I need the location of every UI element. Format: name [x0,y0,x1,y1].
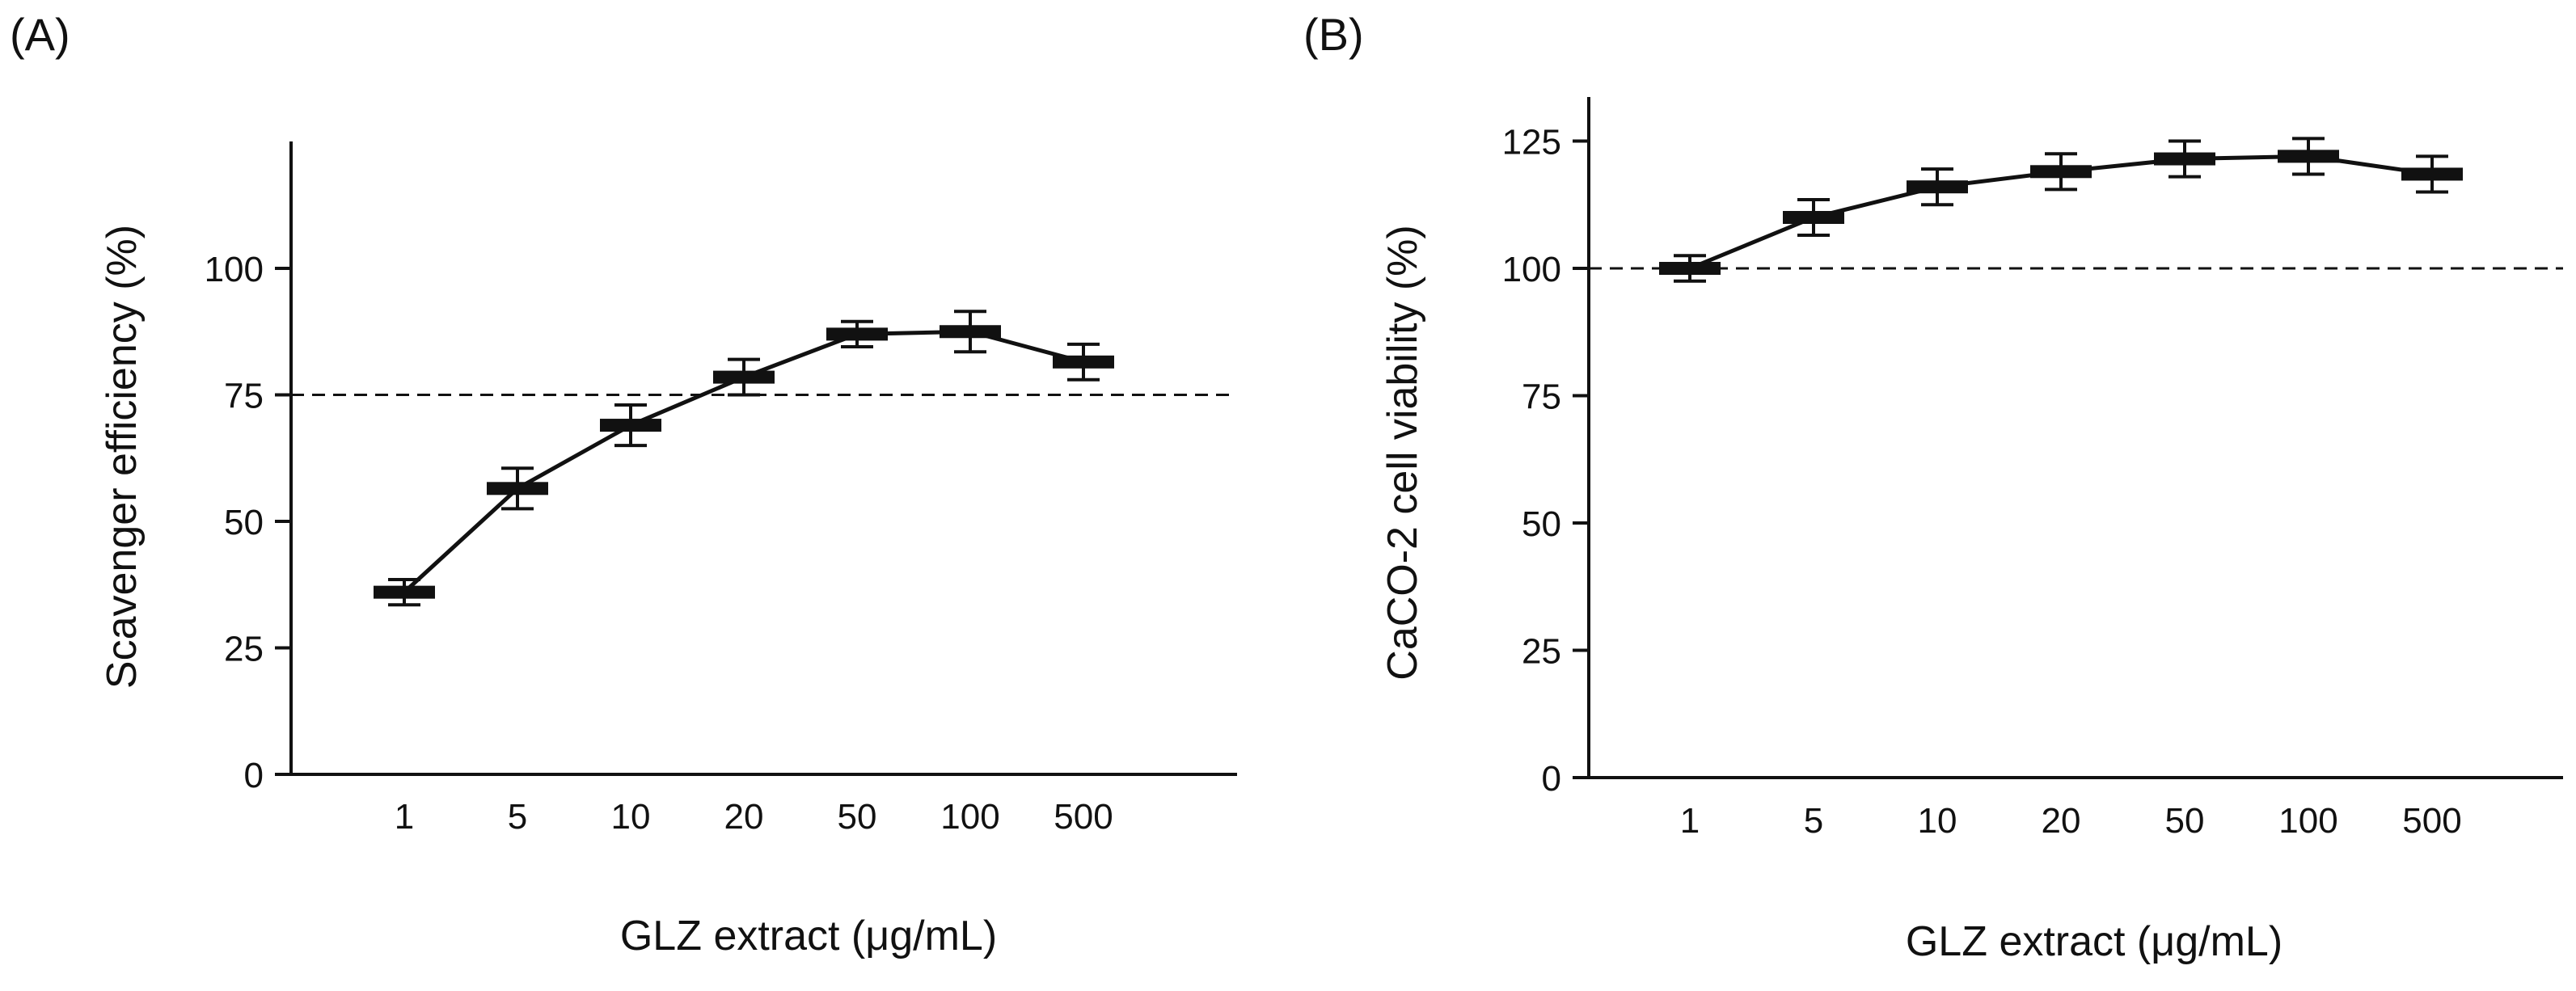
data-point [487,482,548,496]
x-tick-label: 10 [611,797,651,837]
panel-label: (B) [1303,9,1364,60]
y-tick-label: 100 [205,250,264,289]
y-tick-label: 25 [1522,632,1561,672]
y-tick-label: 50 [224,503,264,542]
chart-panel-a: (A) 0 25 50 75 100 1 5 10 20 50 100 500 GLZ extract (… [10,9,1237,959]
data-point [1783,211,1844,224]
y-axis-title: Scavenger efficiency (%) [99,225,146,689]
data-point [2030,165,2092,179]
y-axis-title: CaCO-2 cell viability (%) [1379,225,1426,680]
data-point [713,370,775,384]
y-tick-label: 0 [244,756,264,795]
x-axis-title: GLZ extract (μg/mL) [620,913,997,959]
y-tick-label: 50 [1522,504,1561,544]
y-tick-label: 0 [1542,759,1561,799]
y-tick-label: 25 [224,630,264,669]
panel-label: (A) [10,9,70,60]
x-tick-label: 10 [1918,801,1957,841]
data-point [940,325,1001,339]
x-tick-label: 100 [2278,801,2337,841]
x-tick-label: 50 [2165,801,2205,841]
x-tick-label: 500 [2402,801,2461,841]
x-tick-label: 500 [1054,797,1113,837]
x-axis-title: GLZ extract (μg/mL) [1906,918,2283,965]
x-tick-label: 1 [395,797,414,837]
y-tick-label: 75 [1522,377,1561,417]
x-tick-label: 50 [838,797,877,837]
x-tick-label: 5 [1804,801,1823,841]
data-point [826,327,888,341]
y-tick-label: 100 [1502,250,1561,289]
data-point [374,585,435,599]
x-tick-label: 20 [724,797,764,837]
data-point [2401,167,2463,181]
data-point [600,419,661,432]
y-tick-label: 75 [224,377,264,416]
x-tick-label: 100 [940,797,999,837]
x-tick-label: 20 [2042,801,2081,841]
chart-panel-b: (B) 0 25 50 75 100 125 1 5 10 20 50 100 500 GLZ extrac… [1303,9,2563,965]
data-point [1907,180,1968,194]
y-tick-label: 125 [1502,123,1561,162]
data-point [1659,262,1721,275]
data-point [2278,150,2339,163]
x-tick-label: 5 [508,797,527,837]
data-point [1053,355,1114,369]
data-point [2154,152,2215,166]
x-tick-label: 1 [1680,801,1700,841]
